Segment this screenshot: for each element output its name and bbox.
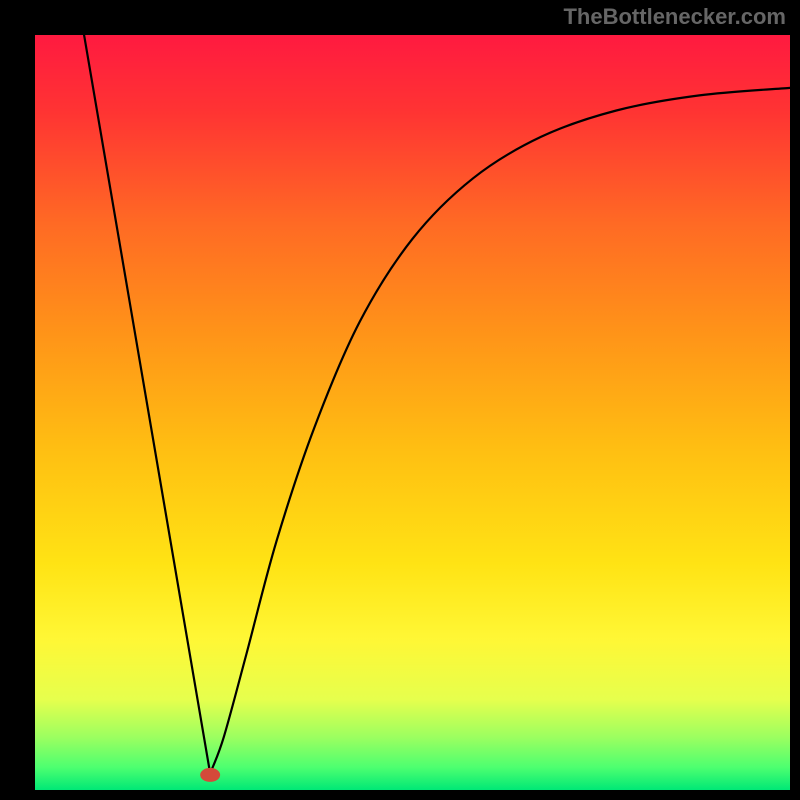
chart-container: TheBottlenecker.com	[0, 0, 800, 800]
plot-area	[35, 35, 790, 790]
watermark-label: TheBottlenecker.com	[563, 4, 786, 30]
optimal-point-marker	[200, 768, 220, 782]
plot-svg	[35, 35, 790, 790]
